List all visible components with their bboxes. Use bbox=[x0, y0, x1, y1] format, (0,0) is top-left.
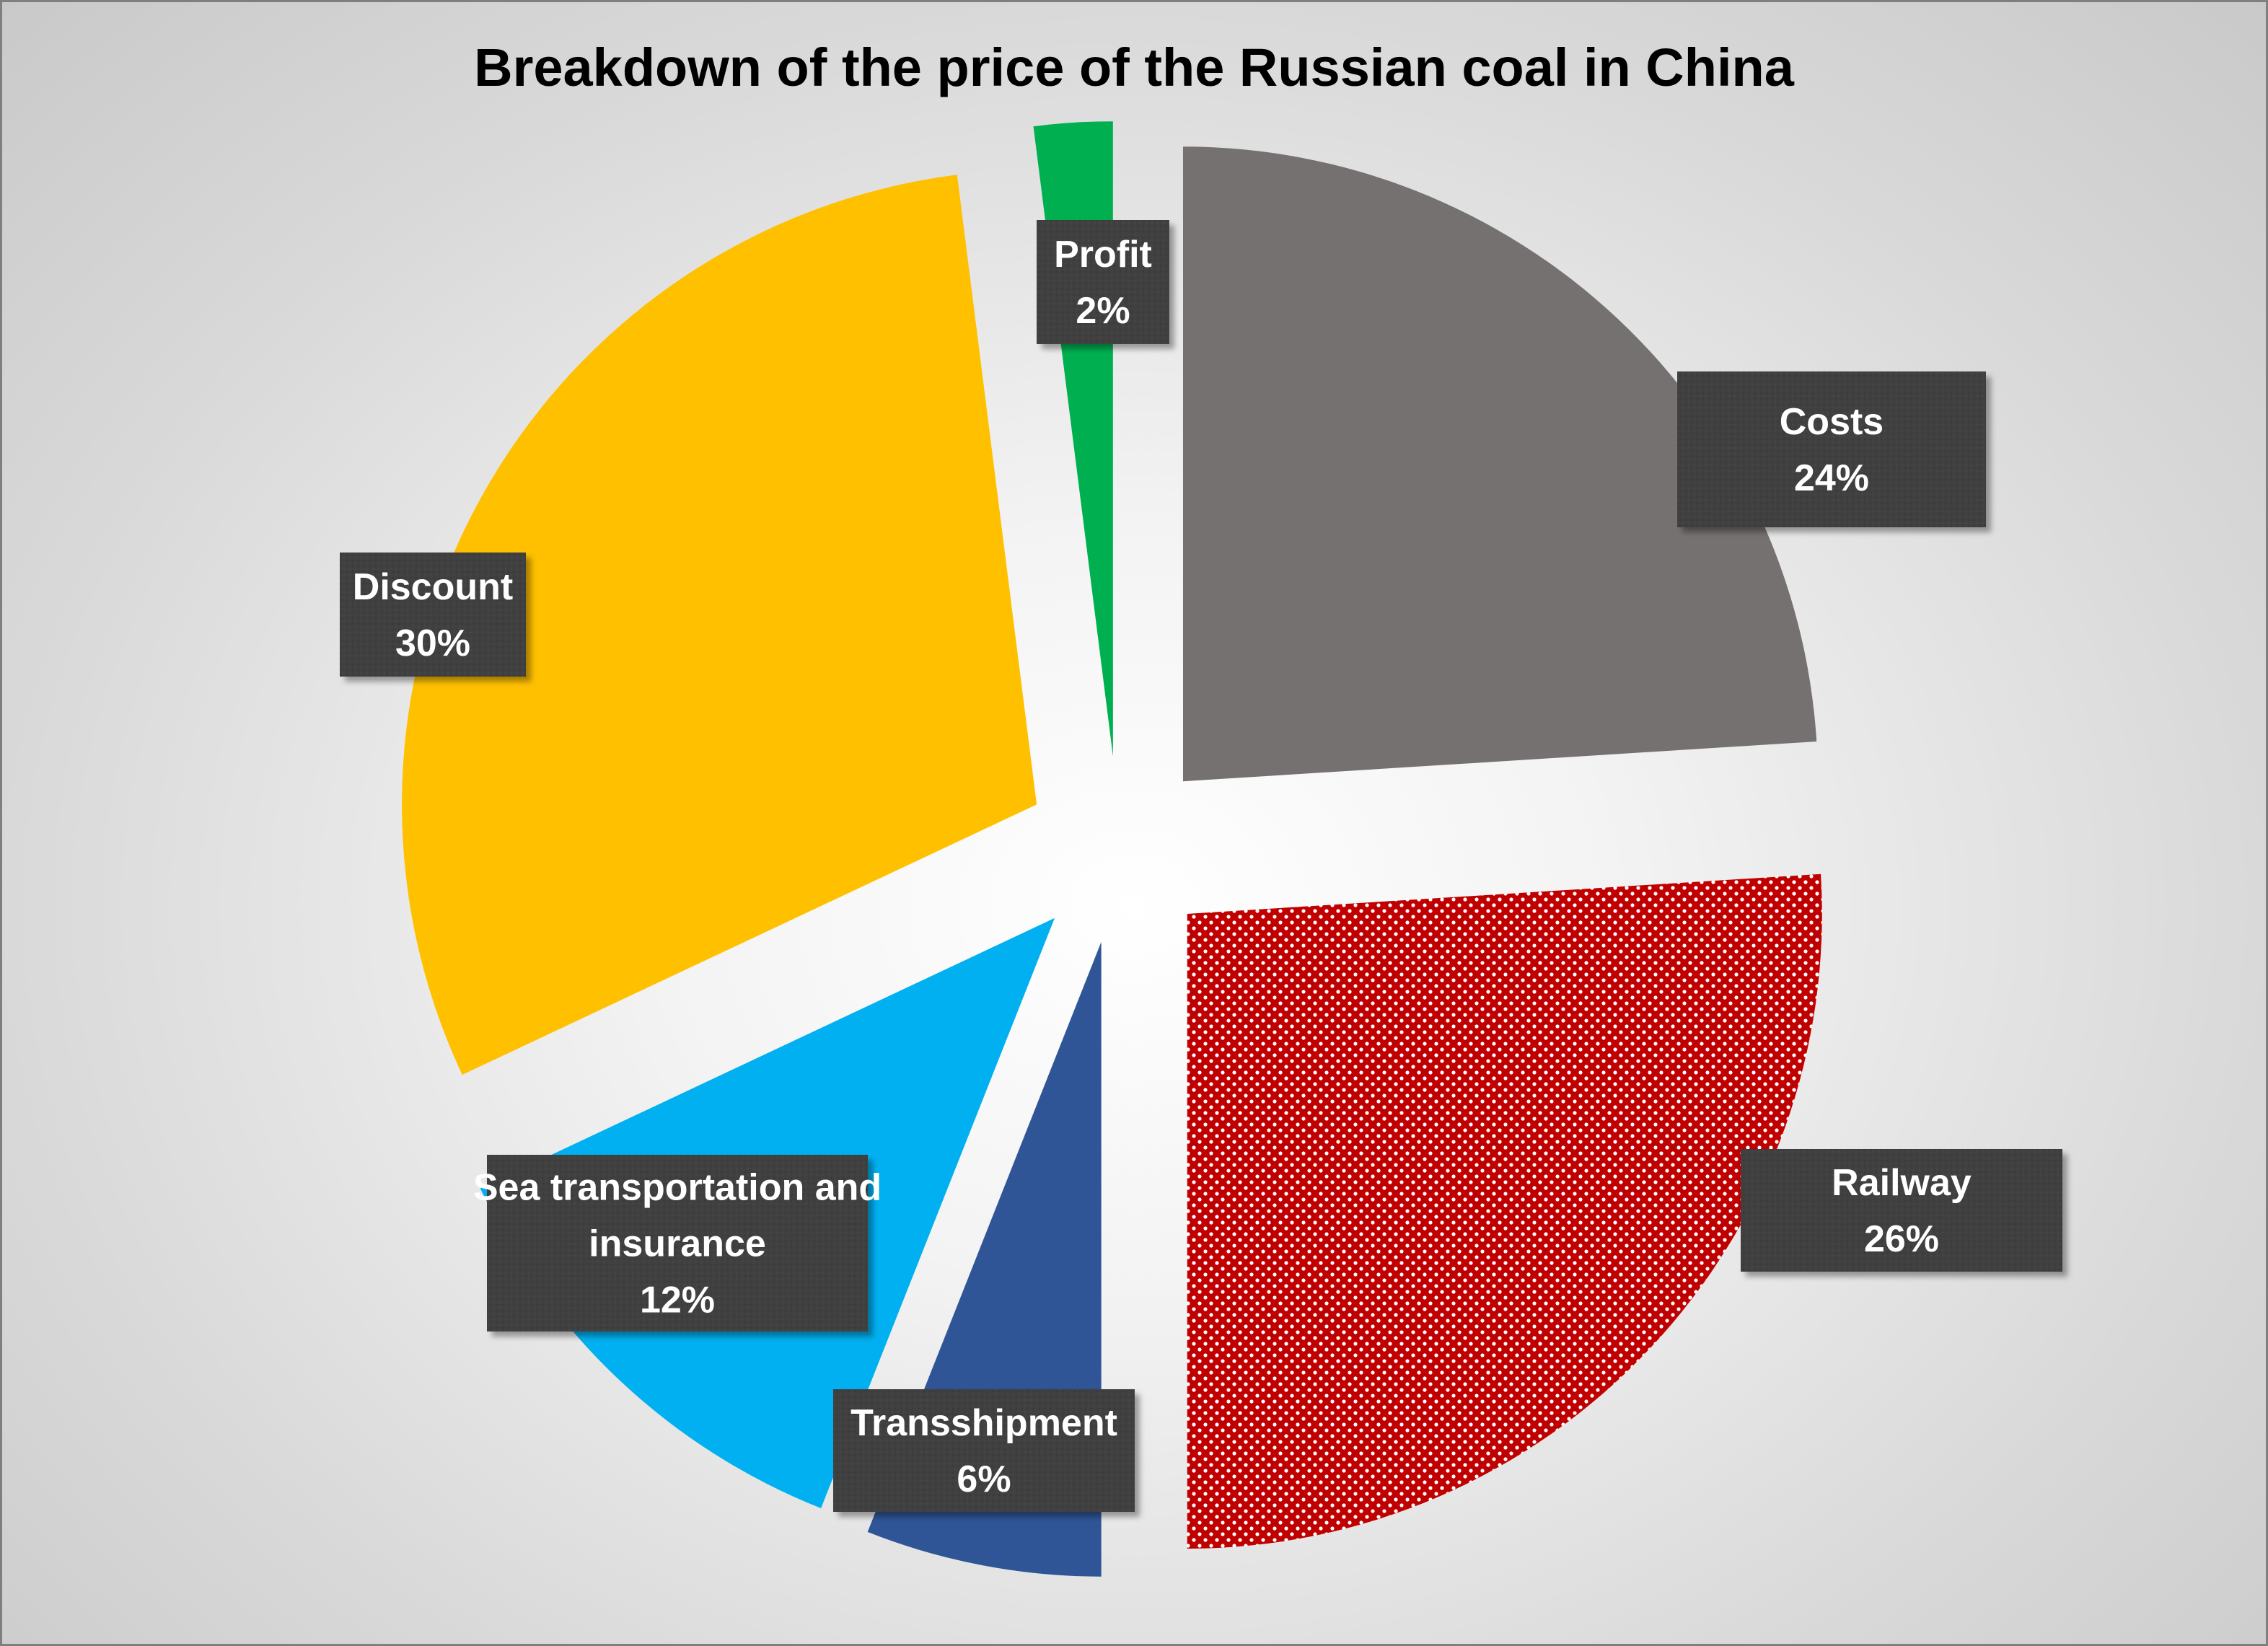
data-label-percent: 2% bbox=[1076, 290, 1130, 332]
data-label-railway: Railway 26% bbox=[1741, 1149, 2062, 1272]
pie-slice-costs bbox=[1182, 146, 1817, 782]
data-label-category: Railway bbox=[1832, 1162, 1972, 1204]
data-label-box bbox=[1741, 1149, 2062, 1272]
data-label-percent: 6% bbox=[957, 1458, 1011, 1500]
data-label-percent: 24% bbox=[1794, 457, 1869, 499]
data-label-category: Discount bbox=[353, 566, 513, 608]
data-label-box bbox=[1677, 371, 1986, 527]
data-label-category: Sea transportation and bbox=[473, 1167, 882, 1209]
data-label-percent: 30% bbox=[395, 622, 470, 664]
data-label-category: Transshipment bbox=[850, 1402, 1117, 1444]
data-label-box bbox=[833, 1389, 1135, 1512]
pie-slice-discount bbox=[402, 175, 1037, 1075]
data-label-percent: 26% bbox=[1864, 1218, 1939, 1260]
data-label-category: insurance bbox=[589, 1223, 766, 1265]
data-label-category: Costs bbox=[1780, 401, 1884, 443]
data-label-box bbox=[340, 553, 526, 677]
data-label-percent: 12% bbox=[640, 1280, 715, 1321]
data-label-costs: Costs 24% bbox=[1677, 371, 1986, 527]
data-label-transshipment: Transshipment 6% bbox=[833, 1389, 1135, 1512]
data-label-box bbox=[487, 1155, 868, 1332]
chart-title: Breakdown of the price of the Russian co… bbox=[474, 38, 1794, 97]
data-label-box bbox=[1037, 220, 1169, 344]
data-label-sea-transportation-and-insurance: Sea transportation and insurance 12% bbox=[473, 1155, 882, 1332]
pie-slice-railway bbox=[1187, 873, 1822, 1549]
data-label-discount: Discount 30% bbox=[340, 553, 526, 677]
data-label-profit: Profit 2% bbox=[1037, 220, 1169, 344]
labels-layer: Costs 24% Railway 26% Transshipment 6% Sea tra… bbox=[340, 220, 2062, 1512]
data-label-category: Profit bbox=[1054, 234, 1152, 276]
pie-slice-profit bbox=[1033, 121, 1113, 757]
